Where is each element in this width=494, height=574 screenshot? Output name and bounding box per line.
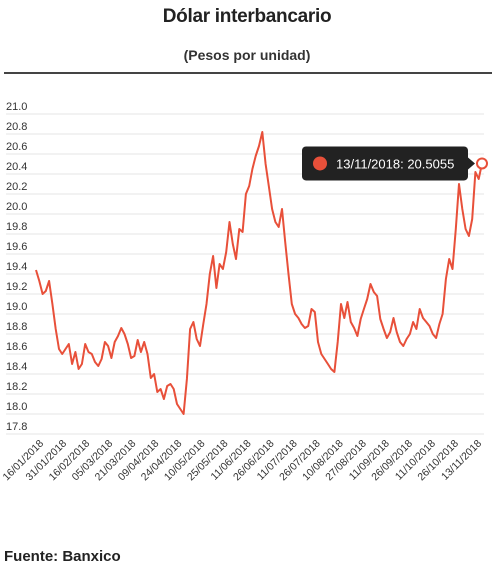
y-tick-label: 20.4 xyxy=(6,161,27,173)
tooltip-box xyxy=(302,146,468,181)
y-tick-label: 20.8 xyxy=(6,121,27,133)
y-tick-label: 17.8 xyxy=(6,421,27,433)
y-tick-label: 21.0 xyxy=(6,101,27,113)
y-tick-label: 20.0 xyxy=(6,201,27,213)
y-tick-label: 19.8 xyxy=(6,221,27,233)
y-tick-label: 19.2 xyxy=(6,281,27,293)
tooltip: 13/11/2018: 20.5055 xyxy=(302,146,475,181)
highlighted-point[interactable] xyxy=(476,157,488,170)
y-tick-label: 18.8 xyxy=(6,321,27,333)
y-axis-ticks: 17.8 18.0 18.2 18.4 18.6 18.8 19.0 19.2 19.4 19.6… xyxy=(6,101,27,433)
y-tick-label: 19.6 xyxy=(6,241,27,253)
series-line xyxy=(35,131,483,415)
source-note: Fuente: Banxico xyxy=(4,548,121,565)
y-tick-label: 18.2 xyxy=(6,381,27,393)
y-tick-label: 18.4 xyxy=(6,361,27,373)
line-chart: 17.8 18.0 18.2 18.4 18.6 18.8 19.0 19.2 19.4 19.6… xyxy=(0,101,488,484)
tooltip-dot-icon xyxy=(313,156,327,171)
chart-title: Dólar interbancario xyxy=(162,6,332,27)
y-tick-label: 19.0 xyxy=(6,301,27,313)
y-tick-label: 20.2 xyxy=(6,181,27,193)
x-axis-ticks: 16/01/201831/01/201816/02/201805/03/2018… xyxy=(0,438,484,484)
y-tick-label: 18.0 xyxy=(6,401,27,413)
title-divider xyxy=(4,72,492,74)
y-tick-label: 19.4 xyxy=(6,261,27,273)
y-tick-label: 20.6 xyxy=(6,141,27,153)
chart-subtitle: (Pesos por unidad) xyxy=(183,47,311,63)
tooltip-pointer xyxy=(468,157,475,170)
y-tick-label: 18.6 xyxy=(6,341,27,353)
tooltip-label: 13/11/2018: 20.5055 xyxy=(336,156,454,171)
